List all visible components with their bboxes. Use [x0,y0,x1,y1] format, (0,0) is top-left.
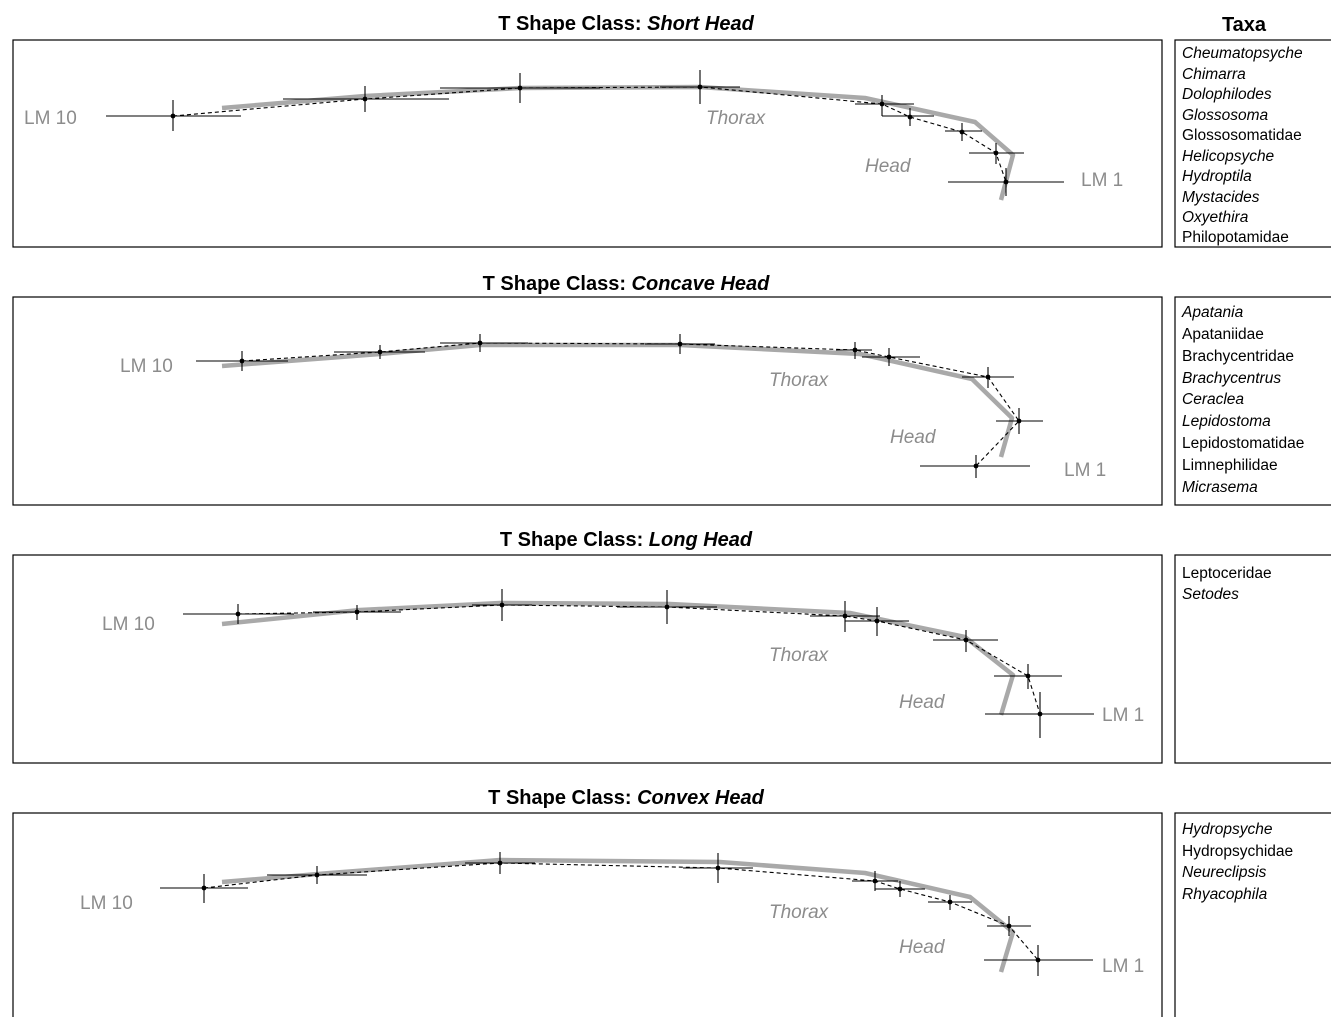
plot-frame [12,39,1163,248]
plot-frame [12,296,1163,506]
lm-start-label: LM 10 [24,108,77,129]
panel-title-prefix: T Shape Class: [498,13,647,35]
panel-title: T Shape Class: Long Head [500,529,753,551]
taxon: Dolophilodes [1182,86,1272,103]
taxon: Oxyethira [1182,209,1249,226]
taxon: Hydroptila [1182,168,1252,185]
panel-title-class: Short Head [647,13,754,35]
panel-long-head: T Shape Class: Long Head LM 10 LM 1 Thor… [12,529,1331,764]
panel-convex-head: T Shape Class: Convex Head LM 10 LM 1 Th… [12,787,1331,1017]
mean-shape-line [221,600,1016,716]
landmark-error-bars [160,852,1093,976]
taxon: Apatania [1181,304,1244,321]
landmark-path [237,604,1041,715]
taxon: Brachycentrus [1182,370,1281,387]
head-label: Head [899,692,946,713]
panel-title: T Shape Class: Concave Head [483,273,771,295]
mean-shape-line [221,84,1016,201]
lm-end-label: LM 1 [1102,705,1144,726]
taxa-list: Apatania Apataniidae Brachycentridae Bra… [1181,304,1304,496]
mean-shape-line [221,857,1016,973]
taxon: Chimarra [1182,66,1246,83]
landmark-points [170,84,1009,185]
panel-title-class: Concave Head [632,273,771,295]
landmark-error-bars [183,589,1094,738]
taxa-list: Leptoceridae Setodes [1182,565,1272,603]
taxon: Micrasema [1182,479,1258,496]
panel-short-head: T Shape Class: Short Head LM 10 LM 1 Tho… [12,13,1331,248]
landmark-points [201,860,1041,963]
panel-concave-head: T Shape Class: Concave Head LM 10 LM 1 T… [12,273,1331,506]
landmark-points [235,602,1043,717]
plot-frame [12,812,1163,1017]
taxon: Lepidostoma [1182,413,1271,430]
lm-start-label: LM 10 [80,893,133,914]
taxon: Neureclipsis [1182,864,1267,881]
lm-end-label: LM 1 [1102,956,1144,977]
panel-title: T Shape Class: Short Head [498,13,754,35]
lm-end-label: LM 1 [1081,170,1123,191]
taxon: Philopotamidae [1182,229,1289,246]
taxon: Brachycentridae [1182,348,1294,365]
taxon: Glossosomatidae [1182,127,1302,144]
taxon: Cheumatopsyche [1182,45,1303,62]
lm-end-label: LM 1 [1064,460,1106,481]
taxon: Hydropsyche [1182,821,1273,838]
lm-start-label: LM 10 [102,614,155,635]
taxon: Glossosoma [1182,107,1269,124]
thorax-label: Thorax [769,645,830,666]
landmark-path [241,342,1020,467]
taxa-header: Taxa [1222,14,1267,36]
panel-title-prefix: T Shape Class: [483,273,632,295]
head-label: Head [899,937,946,958]
taxon: Ceraclea [1182,391,1244,408]
taxon: Limnephilidae [1182,457,1278,474]
panel-title-class: Convex Head [637,787,764,809]
lm-start-label: LM 10 [120,356,173,377]
taxa-frame [1174,39,1331,248]
taxon: Leptoceridae [1182,565,1272,582]
taxon: Setodes [1182,586,1239,603]
plot-frame [12,554,1163,764]
panel-title: T Shape Class: Convex Head [488,787,764,809]
taxa-frame [1174,812,1331,1017]
panel-title-prefix: T Shape Class: [488,787,637,809]
taxa-list: Cheumatopsyche Chimarra Dolophilodes Glo… [1182,45,1303,246]
taxon: Apataniidae [1182,326,1264,343]
panel-title-prefix: T Shape Class: [500,529,649,551]
taxa-frame [1174,554,1331,764]
panel-title-class: Long Head [649,529,753,551]
taxon: Rhyacophila [1182,886,1268,903]
taxon: Mystacides [1182,189,1260,206]
landmark-points [239,340,1022,469]
taxa-frame [1174,296,1331,506]
taxa-list: Hydropsyche Hydropsychidae Neureclipsis … [1182,821,1293,903]
taxon: Lepidostomatidae [1182,435,1304,452]
thorax-label: Thorax [769,370,830,391]
head-label: Head [890,427,937,448]
thorax-label: Thorax [769,902,830,923]
head-label: Head [865,156,912,177]
taxon: Hydropsychidae [1182,843,1293,860]
taxon: Helicopsyche [1182,148,1275,165]
landmark-error-bars [196,334,1043,478]
thorax-label: Thorax [706,108,767,129]
